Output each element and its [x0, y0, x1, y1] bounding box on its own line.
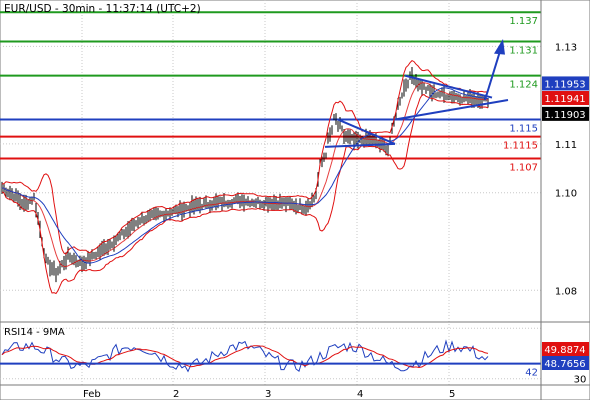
bollinger-lower-line [1, 94, 489, 295]
price-tag-box [542, 106, 589, 121]
rsi-value-tag-label: 49.8874 [544, 345, 585, 356]
y-tick-label: 1.10 [555, 189, 577, 200]
price-tag-label: 1.11941 [544, 94, 585, 105]
level-label: 1.107 [509, 163, 538, 174]
price-tag-label: 1.11953 [544, 79, 585, 90]
triangle-upper-trendline [404, 74, 493, 99]
level-label: 1.1115 [503, 141, 538, 152]
chart-title: EUR/USD - 30min - 11:37:14 (UTC+2) [4, 3, 201, 15]
projection-arrow-line [484, 50, 501, 101]
rsi-ma-line [1, 345, 489, 369]
price-tag-box [542, 76, 589, 91]
level-label: 1.137 [509, 16, 538, 27]
moving-average-line [1, 87, 489, 264]
x-tick-label: 4 [357, 389, 363, 400]
price-tag-box [542, 91, 589, 106]
flag-lower-trendline [324, 142, 396, 148]
level-label: 1.115 [509, 124, 538, 135]
rsi-value-tag-label: 48.7656 [544, 359, 585, 370]
flag-upper-trendline [337, 118, 396, 145]
level-label: 1.131 [509, 45, 538, 56]
rsi-value-tag-box [542, 356, 589, 370]
x-tick-label: 3 [265, 389, 271, 400]
rsi-value-tag-box [542, 342, 589, 356]
x-tick-label: Feb [83, 389, 101, 400]
bollinger-upper-line [1, 59, 489, 255]
triangle-lower-trendline [394, 99, 509, 121]
rsi-title: RSI14 - 9MA [4, 327, 65, 338]
x-tick-label: 5 [449, 389, 455, 400]
projection-arrow-head [494, 39, 505, 55]
rsi-level-label: 42 [525, 368, 538, 379]
x-tick-label: 2 [173, 389, 179, 400]
price-tag-label: 1.11903 [544, 110, 585, 121]
y-tick-label: 1.11 [555, 140, 577, 151]
y-tick-label: 1.08 [555, 286, 577, 297]
bollinger-mid-line [1, 82, 489, 268]
rsi-y-tick-label: 30 [574, 375, 587, 386]
level-label: 1.124 [509, 80, 538, 91]
y-tick-label: 1.13 [555, 42, 577, 53]
